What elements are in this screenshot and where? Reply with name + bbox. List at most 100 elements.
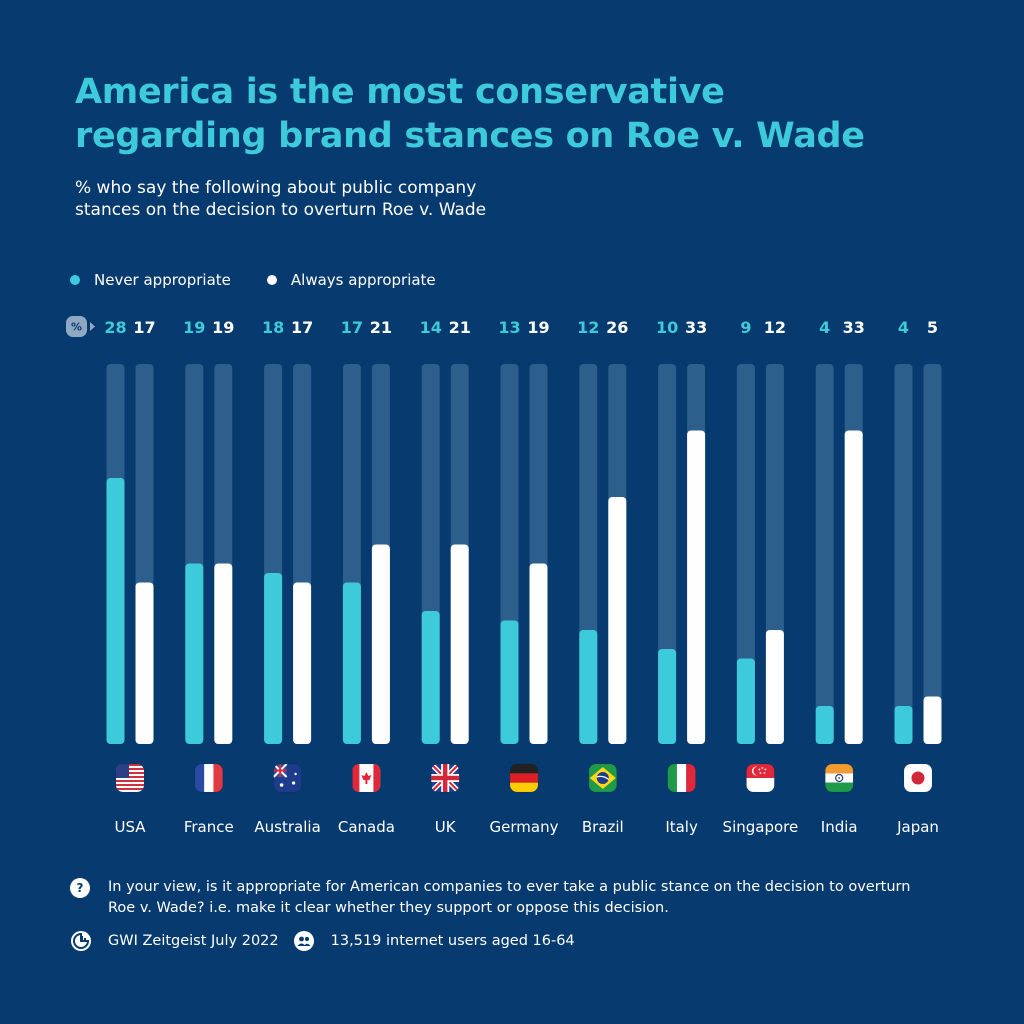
bar-never-canada	[342, 582, 361, 744]
value-label-always: 33	[843, 318, 865, 337]
gwi-logo-icon	[71, 931, 91, 951]
source-label: GWI Zeitgeist July 2022	[108, 933, 279, 949]
bar-never-singapore	[736, 658, 755, 744]
brazil-flag-icon	[588, 763, 618, 793]
question-line-2: Roe v. Wade? i.e. make it clear whether …	[108, 900, 669, 916]
legend: Never appropriate Always appropriate	[70, 270, 472, 290]
bar-always-singapore	[765, 630, 784, 744]
value-label-never: 14	[420, 318, 442, 337]
category-label: Canada	[338, 818, 395, 836]
bar-always-brazil	[608, 497, 627, 744]
chart-title: America is the most conservative regardi…	[75, 70, 975, 158]
legend-item-always: Always appropriate	[266, 271, 436, 289]
category-label: UK	[435, 818, 457, 836]
value-label-never: 4	[819, 318, 830, 337]
value-label-always: 19	[212, 318, 234, 337]
legend-swatch-always	[266, 275, 277, 285]
value-label-never: 10	[656, 318, 678, 337]
legend-item-never: Never appropriate	[70, 271, 231, 289]
country-group-india: 4 33 India	[815, 318, 865, 836]
india-flag-icon	[824, 763, 854, 793]
country-group-japan: 4 5 Japan	[894, 318, 942, 836]
category-label: France	[184, 818, 234, 836]
title-line-1: America is the most conservative	[75, 72, 725, 112]
bar-never-india	[815, 706, 834, 744]
bar-always-india	[844, 430, 863, 744]
bar-always-germany	[529, 563, 548, 744]
bar-always-japan	[923, 696, 942, 744]
bar-always-uk	[450, 544, 469, 744]
singapore-flag-icon	[746, 763, 775, 793]
users-icon	[293, 931, 314, 951]
bar-never-germany	[500, 620, 519, 744]
value-label-always: 33	[685, 318, 707, 337]
country-group-brazil: 12 26 Brazil	[577, 318, 628, 836]
bar-track	[736, 364, 755, 744]
svg-text:%: %	[71, 321, 82, 334]
value-label-always: 17	[291, 318, 313, 337]
question-line-1: In your view, is it appropriate for Amer…	[108, 879, 911, 895]
bar-always-italy	[687, 430, 706, 744]
value-label-always: 19	[527, 318, 549, 337]
value-label-always: 5	[927, 318, 938, 337]
category-label: Brazil	[582, 818, 624, 836]
value-label-never: 19	[183, 318, 205, 337]
category-label: Japan	[896, 818, 939, 836]
bar-always-australia	[293, 582, 312, 744]
value-label-never: 12	[577, 318, 599, 337]
subtitle-line-1: % who say the following about public com…	[75, 178, 477, 198]
value-label-never: 17	[341, 318, 363, 337]
country-group-australia: 18 17 Australia	[254, 318, 320, 836]
canada-flag-icon	[352, 763, 381, 793]
category-label: Australia	[254, 818, 320, 836]
value-label-always: 21	[449, 318, 471, 337]
bar-track	[923, 364, 942, 744]
title-line-2: regarding brand stances on Roe v. Wade	[75, 116, 865, 156]
usa-flag-icon	[115, 763, 145, 793]
bar-never-brazil	[579, 630, 598, 744]
value-label-always: 21	[370, 318, 392, 337]
bar-never-usa	[106, 478, 125, 744]
bar-track	[894, 364, 913, 744]
bar-never-australia	[264, 573, 283, 744]
country-group-singapore: 9 12 Singapore	[723, 318, 799, 836]
legend-swatch-never	[70, 275, 80, 285]
value-label-always: 12	[764, 318, 786, 337]
uk-flag-icon	[430, 763, 460, 793]
country-group-uk: 14 21 UK	[420, 318, 471, 836]
value-label-never: 18	[262, 318, 284, 337]
bar-never-france	[185, 563, 204, 744]
italy-flag-icon	[667, 763, 696, 793]
bar-track	[815, 364, 834, 744]
badge-pointer-icon	[90, 322, 95, 331]
legend-label-never: Never appropriate	[94, 271, 231, 289]
survey-question: ? In your view, is it appropriate for Am…	[70, 877, 970, 919]
bar-never-italy	[658, 649, 677, 744]
bar-never-uk	[421, 611, 440, 744]
bar-chart: % 28 17 USA 19 19 France 18 17 Australia 17 21 Canad…	[66, 316, 942, 836]
legend-label-always: Always appropriate	[290, 271, 436, 289]
japan-flag-icon	[903, 763, 933, 793]
country-group-germany: 13 19 Germany	[490, 318, 559, 836]
germany-flag-icon	[509, 763, 539, 793]
france-flag-icon	[194, 763, 224, 793]
country-group-italy: 10 33 Italy	[656, 318, 707, 836]
category-label: Germany	[490, 818, 559, 836]
australia-flag-icon	[273, 763, 302, 793]
value-label-always: 26	[606, 318, 628, 337]
category-label: Italy	[665, 818, 698, 836]
bar-always-canada	[371, 544, 390, 744]
bar-never-japan	[894, 706, 913, 744]
source-footer: GWI Zeitgeist July 2022 13,519 internet …	[70, 930, 589, 952]
percent-unit-badge: %	[66, 316, 87, 337]
value-label-always: 17	[133, 318, 155, 337]
category-label: USA	[114, 818, 146, 836]
chart-subtitle: % who say the following about public com…	[75, 177, 675, 221]
bar-always-usa	[135, 582, 154, 744]
bar-always-france	[214, 563, 233, 744]
value-label-never: 9	[740, 318, 751, 337]
question-icon: ?	[70, 878, 90, 898]
sample-label: 13,519 internet users aged 16-64	[330, 933, 575, 949]
country-group-france: 19 19 France	[183, 318, 234, 836]
country-group-usa: 28 17 USA	[104, 318, 155, 836]
